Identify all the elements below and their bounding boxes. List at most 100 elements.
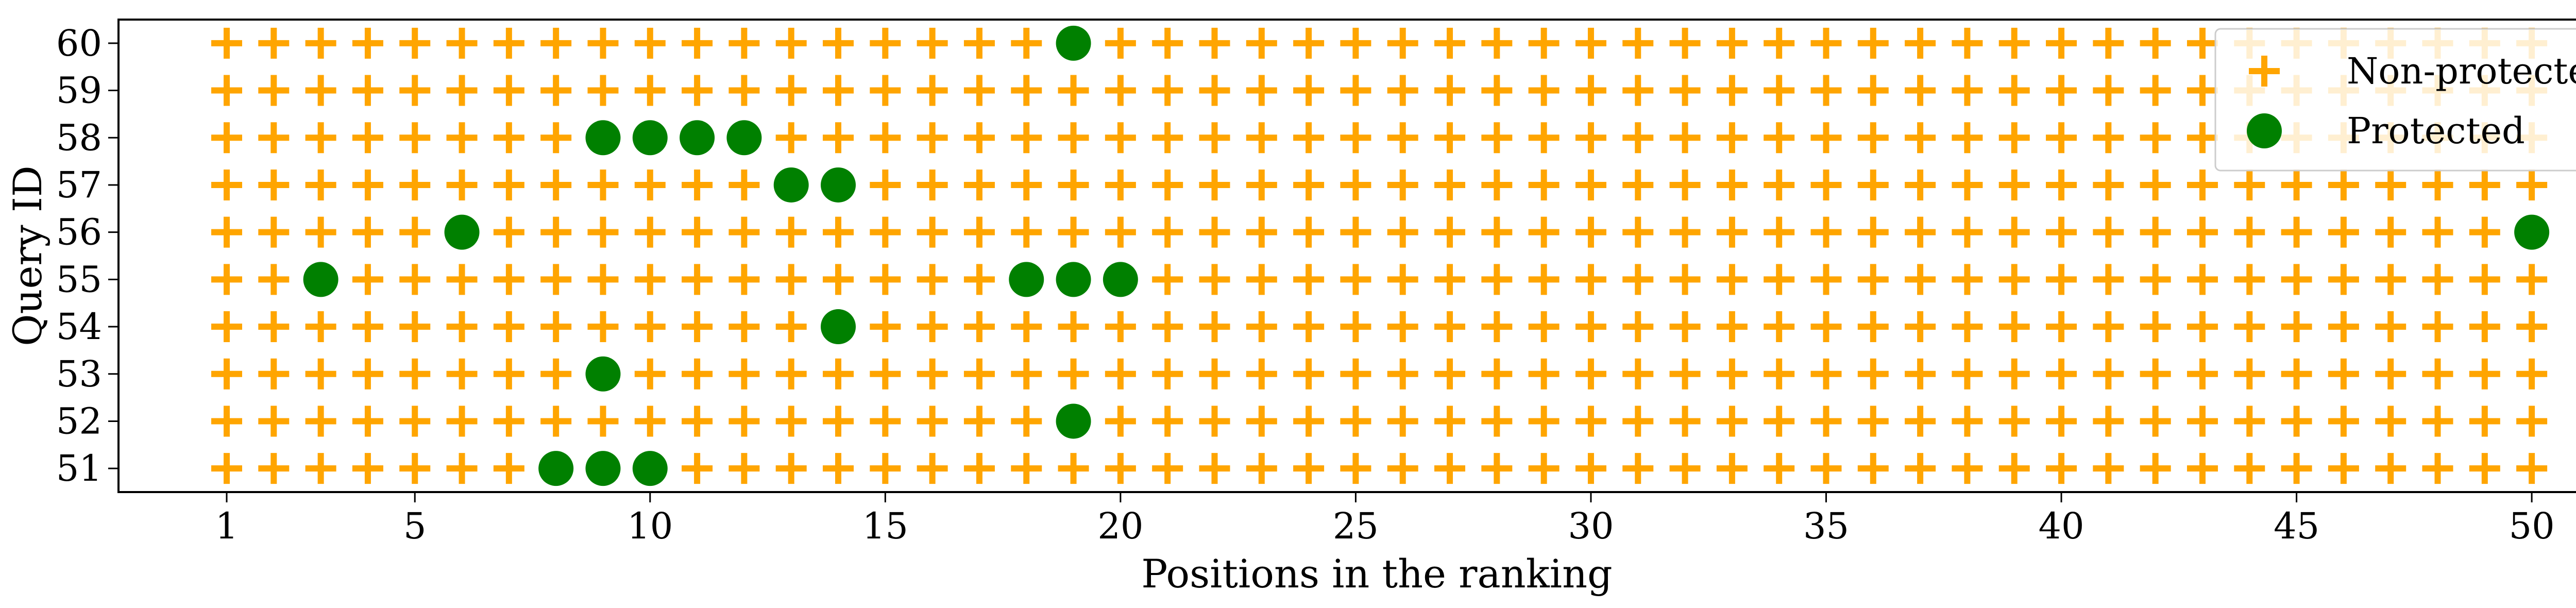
non-protected-point [1622,27,1654,59]
non-protected-point [963,406,995,437]
y-tick-label: 56 [56,211,102,254]
non-protected-point [634,216,666,248]
non-protected-point [1058,169,1089,200]
non-protected-point [963,27,995,59]
non-protected-point [2469,406,2500,437]
non-protected-point [1105,216,1136,248]
non-protected-point [1764,27,1795,59]
non-protected-point [775,75,807,106]
non-protected-point [2187,264,2218,295]
non-protected-point [728,358,760,390]
y-axis-label: Query ID [5,165,50,346]
non-protected-point [305,311,336,343]
non-protected-point [1764,311,1795,343]
non-protected-point [493,453,524,484]
non-protected-point [1857,122,1889,154]
non-protected-point [1246,27,1277,59]
protected-point [585,356,621,392]
non-protected-point [1716,75,1748,106]
non-protected-point [775,122,807,154]
non-protected-point [399,27,431,59]
non-protected-point [1622,358,1654,390]
non-protected-point [2234,453,2265,484]
protected-point [2514,214,2550,250]
non-protected-point [682,75,713,106]
non-protected-point [1998,406,2030,437]
non-protected-point [823,406,854,437]
non-protected-point [728,264,760,295]
non-protected-point [2328,264,2359,295]
non-protected-point [1669,358,1701,390]
non-protected-point [2469,169,2500,200]
non-protected-point [1998,122,2030,154]
non-protected-point [1528,311,1560,343]
non-protected-point [1857,75,1889,106]
non-protected-point [211,453,243,484]
non-protected-point [1905,169,1936,200]
non-protected-point [1998,358,2030,390]
y-tick-label: 59 [56,70,102,112]
non-protected-point [634,311,666,343]
non-protected-point [1857,358,1889,390]
non-protected-point [1199,358,1230,390]
non-protected-point [870,406,901,437]
non-protected-point [2375,216,2406,248]
non-protected-point [870,169,901,200]
non-protected-point [258,216,290,248]
non-protected-point [540,122,572,154]
non-protected-point [1246,122,1277,154]
non-protected-point [1952,75,1983,106]
non-protected-point [1105,358,1136,390]
non-protected-point [1716,27,1748,59]
non-protected-point [1764,406,1795,437]
non-protected-point [963,122,995,154]
non-protected-point [2375,169,2406,200]
non-protected-point [2375,358,2406,390]
non-protected-point [870,75,901,106]
non-protected-point [775,358,807,390]
legend-protected-label: Protected [2347,110,2525,152]
non-protected-point [352,169,383,200]
non-protected-point [1669,75,1701,106]
non-protected-point [2422,311,2453,343]
non-protected-point [1528,75,1560,106]
non-protected-point [682,406,713,437]
non-protected-point [1764,122,1795,154]
non-protected-point [917,122,948,154]
non-protected-point [1011,169,1042,200]
non-protected-point [1340,122,1371,154]
non-protected-point [2046,311,2077,343]
protected-point [1056,403,1091,439]
non-protected-point [1952,27,1983,59]
non-protected-point [2516,406,2548,437]
non-protected-point [1952,358,1983,390]
legend: Non-protected Protected [2214,28,2576,172]
non-protected-point [1622,122,1654,154]
non-protected-point [1764,264,1795,295]
non-protected-point [211,311,243,343]
non-protected-point [1622,453,1654,484]
non-protected-point [1199,264,1230,295]
non-protected-point [2328,453,2359,484]
non-protected-point [682,264,713,295]
non-protected-point [1387,264,1418,295]
non-protected-point [634,406,666,437]
non-protected-point [917,216,948,248]
non-protected-point [1434,311,1466,343]
non-protected-point [2375,264,2406,295]
non-protected-point [917,358,948,390]
non-protected-point [258,453,290,484]
non-protected-point [1575,122,1606,154]
non-protected-point [1105,122,1136,154]
non-protected-point [1340,358,1371,390]
non-protected-point [1952,216,1983,248]
non-protected-point [1669,169,1701,200]
non-protected-point [1905,311,1936,343]
non-protected-point [1481,406,1513,437]
x-tick-label: 1 [215,505,239,547]
non-protected-point [823,216,854,248]
non-protected-point [1669,216,1701,248]
non-protected-point [1434,358,1466,390]
non-protected-point [1810,453,1842,484]
non-protected-point [493,358,524,390]
